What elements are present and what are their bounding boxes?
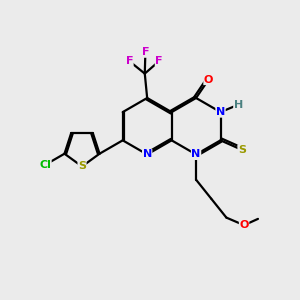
Text: F: F — [155, 56, 163, 66]
Text: F: F — [142, 47, 149, 57]
Text: S: S — [238, 145, 246, 155]
Text: N: N — [216, 107, 225, 117]
Text: N: N — [142, 149, 152, 160]
Text: H: H — [234, 100, 243, 110]
Text: Cl: Cl — [39, 160, 51, 170]
Text: F: F — [126, 56, 133, 66]
Text: S: S — [78, 161, 86, 171]
Text: O: O — [239, 220, 249, 230]
Text: O: O — [204, 75, 213, 85]
Text: N: N — [191, 149, 201, 160]
